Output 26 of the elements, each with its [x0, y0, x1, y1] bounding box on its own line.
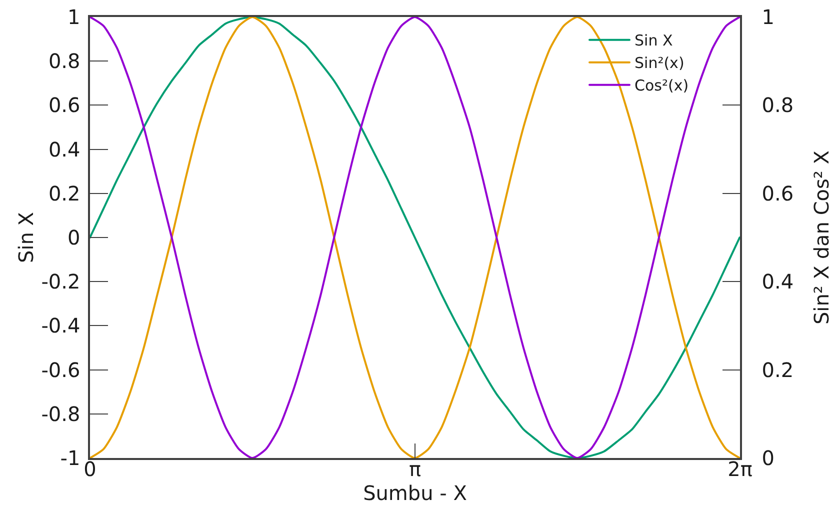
legend-label: Sin X: [634, 32, 673, 50]
line-series: [90, 17, 740, 458]
legend-label: Cos²(x): [634, 76, 689, 95]
y-tick-label: -0.2: [41, 270, 80, 294]
y2-tick-label: 0.6: [762, 181, 794, 206]
y-tick-label: 0.6: [48, 93, 80, 118]
y-axis-title: Sin X: [14, 212, 38, 263]
y-tick-label: -0.6: [41, 358, 80, 382]
x-tick-label: π: [408, 456, 422, 481]
legend-label: Sin²(x): [634, 54, 684, 72]
y2-tick-label: 0.4: [762, 270, 794, 294]
x-tick-label: 0: [84, 456, 96, 481]
y-tick-label: -0.8: [41, 402, 80, 426]
y2-tick-label: 1: [762, 5, 774, 29]
y-tick-label: 0.4: [48, 137, 80, 162]
y2-tick-label: 0.2: [762, 358, 794, 382]
y-tick-label: -0.4: [41, 314, 80, 338]
y-tick-label: 0.8: [48, 49, 80, 74]
y-tick-label: 1: [68, 5, 80, 29]
x-tick-label: 2π: [728, 456, 752, 481]
y-tick-label: 0.2: [48, 181, 80, 206]
y2-axis-title: Sin² X dan Cos² X: [810, 150, 834, 325]
y2-tick-label: 0.8: [762, 93, 794, 118]
x-axis-title: Sumbu - X: [363, 480, 468, 505]
y-tick-label: -1: [60, 446, 80, 470]
y-tick-label: 0: [68, 226, 80, 250]
